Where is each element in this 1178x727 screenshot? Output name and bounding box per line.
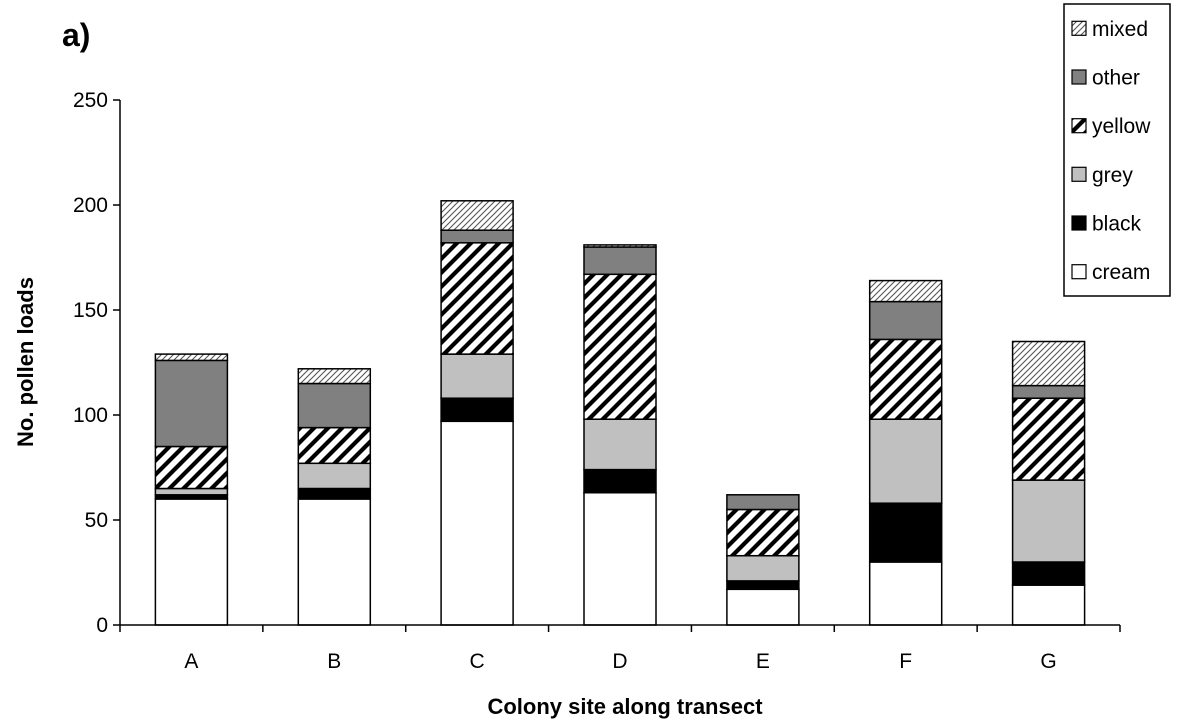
bar-segment-cream-E xyxy=(726,588,800,626)
bar-segment-other-B xyxy=(297,382,372,429)
bar-segment-mixed-F xyxy=(868,279,943,303)
bar-segment-grey-D xyxy=(583,418,657,471)
legend-label-cream: cream xyxy=(1092,261,1150,284)
bar-segment-black-E xyxy=(726,580,800,591)
y-tick-label-0: 0 xyxy=(96,614,108,637)
bar-segment-grey-E xyxy=(726,554,800,582)
bar-segment-yellow-G xyxy=(1011,397,1086,481)
bar-segment-grey-A xyxy=(154,487,229,496)
bar-segment-other-E xyxy=(726,494,800,511)
bars-group xyxy=(154,200,1086,626)
bar-segment-other-F xyxy=(868,300,943,341)
legend-label-yellow: yellow xyxy=(1092,115,1151,138)
bar-segment-cream-D xyxy=(583,491,657,626)
bar-segment-other-G xyxy=(1011,384,1086,399)
y-axis-title: No. pollen loads xyxy=(13,277,38,447)
bar-segment-cream-A xyxy=(154,498,229,626)
bar-segment-grey-G xyxy=(1011,479,1086,563)
bar-segment-cream-C xyxy=(440,420,514,626)
legend-swatch-cream xyxy=(1071,264,1087,280)
y-tick-label-150: 150 xyxy=(73,299,108,322)
bar-segment-mixed-A xyxy=(154,353,229,362)
bar-segment-other-D xyxy=(583,246,657,276)
bar-segment-yellow-E xyxy=(726,508,800,557)
legend-label-black: black xyxy=(1092,213,1142,236)
bar-segment-grey-C xyxy=(440,353,514,399)
bar-segment-black-G xyxy=(1011,561,1086,586)
legend-label-other: other xyxy=(1092,67,1140,90)
bar-segment-grey-B xyxy=(297,462,372,490)
x-tick-label-F: F xyxy=(899,650,912,673)
bar-segment-mixed-G xyxy=(1011,340,1086,387)
bar-segment-grey-F xyxy=(868,418,943,504)
axes-group: 0 50 100 150 200 250 A B C D E F G xyxy=(73,89,1121,673)
bar-segment-black-B xyxy=(297,487,372,500)
panel-label: a) xyxy=(62,17,90,53)
y-tick-label-50: 50 xyxy=(85,509,108,532)
bar-segment-mixed-D xyxy=(583,244,657,248)
legend: mixed other yellow grey black cream xyxy=(1063,3,1171,297)
legend-swatch-black xyxy=(1071,215,1087,231)
legend-swatch-mixed xyxy=(1071,20,1087,36)
legend-label-mixed: mixed xyxy=(1092,18,1148,41)
bar-segment-black-C xyxy=(440,397,514,423)
x-tick-label-G: G xyxy=(1040,650,1056,673)
y-tick-label-250: 250 xyxy=(73,89,108,112)
x-tick-label-A: A xyxy=(184,650,198,673)
bar-segment-mixed-C xyxy=(440,200,514,231)
bar-segment-yellow-F xyxy=(868,338,943,420)
legend-box xyxy=(1063,3,1171,297)
bar-segment-yellow-A xyxy=(154,445,229,490)
x-tick-label-B: B xyxy=(327,650,341,673)
legend-swatch-yellow xyxy=(1071,118,1087,134)
bar-segment-cream-G xyxy=(1011,584,1086,626)
bar-segment-cream-F xyxy=(868,561,943,626)
bar-segment-black-F xyxy=(868,502,943,563)
legend-swatch-grey xyxy=(1071,166,1087,182)
bar-segment-yellow-B xyxy=(297,426,372,465)
bar-segment-yellow-C xyxy=(440,242,514,355)
legend-swatch-other xyxy=(1071,69,1087,85)
bar-segment-black-D xyxy=(583,468,657,494)
x-tick-label-E: E xyxy=(756,650,770,673)
bar-segment-other-A xyxy=(154,359,229,448)
y-tick-label-100: 100 xyxy=(73,404,108,427)
x-axis-title: Colony site along transect xyxy=(487,694,763,719)
x-tick-label-C: C xyxy=(470,650,485,673)
bar-segment-mixed-B xyxy=(297,368,372,385)
x-tick-label-D: D xyxy=(612,650,627,673)
legend-label-grey: grey xyxy=(1092,164,1133,187)
bar-segment-yellow-D xyxy=(583,273,657,420)
bar-segment-cream-B xyxy=(297,498,372,626)
bar-segment-other-C xyxy=(440,229,514,244)
y-tick-label-200: 200 xyxy=(73,194,108,217)
